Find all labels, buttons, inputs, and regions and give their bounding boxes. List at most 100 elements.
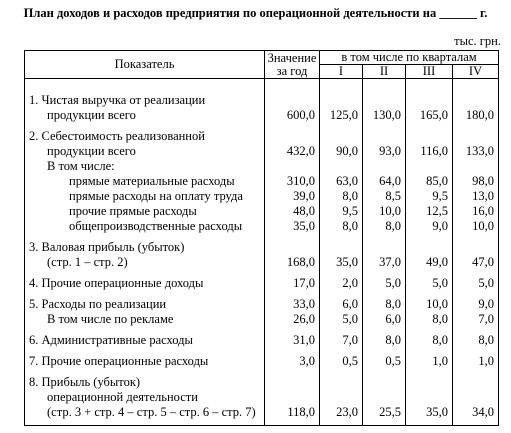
row-quarter-2-value: 8,0: [362, 327, 406, 348]
row-label-line: (стр. 3 + стр. 4 – стр. 5 – стр. 6 – стр…: [47, 405, 256, 419]
cell-value: 48,0: [293, 204, 315, 218]
cell-value: 5,0: [342, 312, 358, 326]
row-quarter-4-value: 7,0: [451, 312, 500, 327]
cell-value: 12,5: [426, 204, 448, 218]
row-total-value: 3,0: [264, 348, 320, 369]
row-quarter-3-value: 1,0: [405, 348, 453, 369]
header-quarter-3: III: [405, 64, 453, 79]
cell-value: 13,0: [472, 189, 495, 203]
table-row: В том числе по рекламе 26,0 5,0 6,0 8,0 7,0: [24, 312, 500, 327]
row-quarter-2-value: 25,5: [362, 369, 406, 426]
cell-value: 17,0: [293, 276, 315, 290]
row-label-line: В том числе:: [47, 159, 115, 173]
row-quarter-1-value: 0,5: [319, 348, 363, 369]
row-indicator: В том числе по рекламе: [24, 312, 265, 327]
cell-value: 5,0: [432, 276, 448, 290]
row-quarter-4-value: 5,0: [451, 270, 500, 291]
row-quarter-3-value: 9,5: [405, 189, 453, 204]
cell-value: 9,0: [478, 297, 495, 311]
cell-value: 6,0: [342, 297, 358, 311]
row-indicator: 6. Административные расходы: [24, 327, 265, 348]
row-label-line: 8. Прибыль (убыток): [29, 375, 141, 389]
row-label-line: операционной деятельности: [47, 390, 198, 404]
table-row: прямые расходы на оплату труда 39,0 8,0 8,5…: [24, 189, 500, 204]
row-total-value: 31,0: [264, 327, 320, 348]
cell-value: 1,0: [478, 354, 495, 368]
cell-value: 16,0: [472, 204, 495, 218]
row-quarter-1-value: 9,5: [319, 204, 363, 219]
table-row: 7. Прочие операционные расходы 3,0 0,5 0,5 1…: [24, 348, 500, 369]
row-quarter-3-value: 9,0: [405, 219, 453, 234]
row-label-line: прямые расходы на оплату труда: [69, 189, 243, 203]
row-total-value: 39,0: [264, 189, 320, 204]
row-total-value: 432,0: [264, 123, 320, 174]
row-label-line: (стр. 1 – стр. 2): [47, 255, 128, 269]
cell-value: 116,0: [420, 144, 448, 158]
cell-value: 49,0: [426, 255, 448, 269]
cell-value: 7,0: [342, 333, 358, 347]
cell-value: 8,0: [342, 189, 358, 203]
row-quarter-1-value: 7,0: [319, 327, 363, 348]
row-quarter-3-value: 5,0: [405, 270, 453, 291]
table-row: 3. Валовая прибыль (убыток) (стр. 1 – стр…: [24, 234, 500, 270]
row-quarter-2-value: 5,0: [362, 270, 406, 291]
cell-value: 26,0: [293, 312, 315, 326]
cell-value: 25,5: [379, 405, 401, 419]
cell-value: 1,0: [432, 354, 448, 368]
row-label-line: продукции всего: [47, 144, 136, 158]
cell-value: 93,0: [379, 144, 401, 158]
cell-value: 133,0: [465, 144, 495, 158]
header-total-line1: Значение: [267, 50, 317, 65]
row-indicator: 8. Прибыль (убыток) операционной деятельн…: [24, 369, 265, 426]
table-row: 1. Чистая выручка от реализации продукции…: [24, 78, 500, 123]
row-quarter-2-value: 37,0: [362, 234, 406, 270]
row-total-value: 168,0: [264, 234, 320, 270]
row-quarter-4-value: 34,0: [451, 369, 500, 426]
row-quarter-2-value: 10,0: [362, 204, 406, 219]
cell-value: 8,0: [385, 333, 401, 347]
row-total-value: 33,0: [264, 291, 320, 312]
row-total-value: 26,0: [264, 312, 320, 327]
cell-value: 10,0: [379, 204, 401, 218]
row-quarter-2-value: 130,0: [362, 78, 406, 123]
row-quarter-3-value: 8,0: [405, 312, 453, 327]
cell-value: 7,0: [478, 312, 495, 326]
cell-value: 98,0: [472, 174, 495, 188]
row-quarter-1-value: 35,0: [319, 234, 363, 270]
row-quarter-2-value: 8,5: [362, 189, 406, 204]
row-total-value: 35,0: [264, 219, 320, 234]
cell-value: 125,0: [329, 108, 358, 122]
header-quarters-group: в том числе по кварталам: [318, 50, 500, 65]
row-indicator: общепроизводственные расходы: [24, 219, 265, 234]
cell-value: 9,5: [432, 189, 448, 203]
header-quarter-1: I: [319, 64, 363, 79]
cell-value: 34,0: [472, 405, 495, 419]
row-quarter-2-value: 93,0: [362, 123, 406, 174]
row-quarter-3-value: 116,0: [405, 123, 453, 174]
cell-value: 8,0: [478, 333, 495, 347]
row-quarter-1-value: 6,0: [319, 291, 363, 312]
row-label-line: общепроизводственные расходы: [69, 219, 243, 233]
cell-value: 6,0: [385, 312, 401, 326]
row-label-line: продукции всего: [47, 108, 136, 122]
cell-value: 8,0: [432, 312, 448, 326]
cell-value: 8,5: [385, 189, 401, 203]
header-quarter-4: IV: [451, 64, 500, 79]
row-quarter-1-value: 2,0: [319, 270, 363, 291]
cell-value: 10,0: [472, 219, 495, 233]
cell-value: 130,0: [372, 108, 401, 122]
row-quarter-4-value: 13,0: [451, 189, 500, 204]
cell-value: 10,0: [426, 297, 448, 311]
row-indicator: 7. Прочие операционные расходы: [24, 348, 265, 369]
row-quarter-1-value: 5,0: [319, 312, 363, 327]
row-total-value: 310,0: [264, 174, 320, 189]
row-label-line: 6. Административные расходы: [29, 333, 193, 347]
row-quarter-1-value: 125,0: [319, 78, 363, 123]
cell-value: 85,0: [426, 174, 448, 188]
row-label-line: В том числе по рекламе: [47, 312, 174, 326]
cell-value: 165,0: [419, 108, 448, 122]
row-quarter-4-value: 9,0: [451, 291, 500, 312]
cell-value: 180,0: [465, 108, 495, 122]
row-quarter-1-value: 63,0: [319, 174, 363, 189]
row-quarter-4-value: 8,0: [451, 327, 500, 348]
